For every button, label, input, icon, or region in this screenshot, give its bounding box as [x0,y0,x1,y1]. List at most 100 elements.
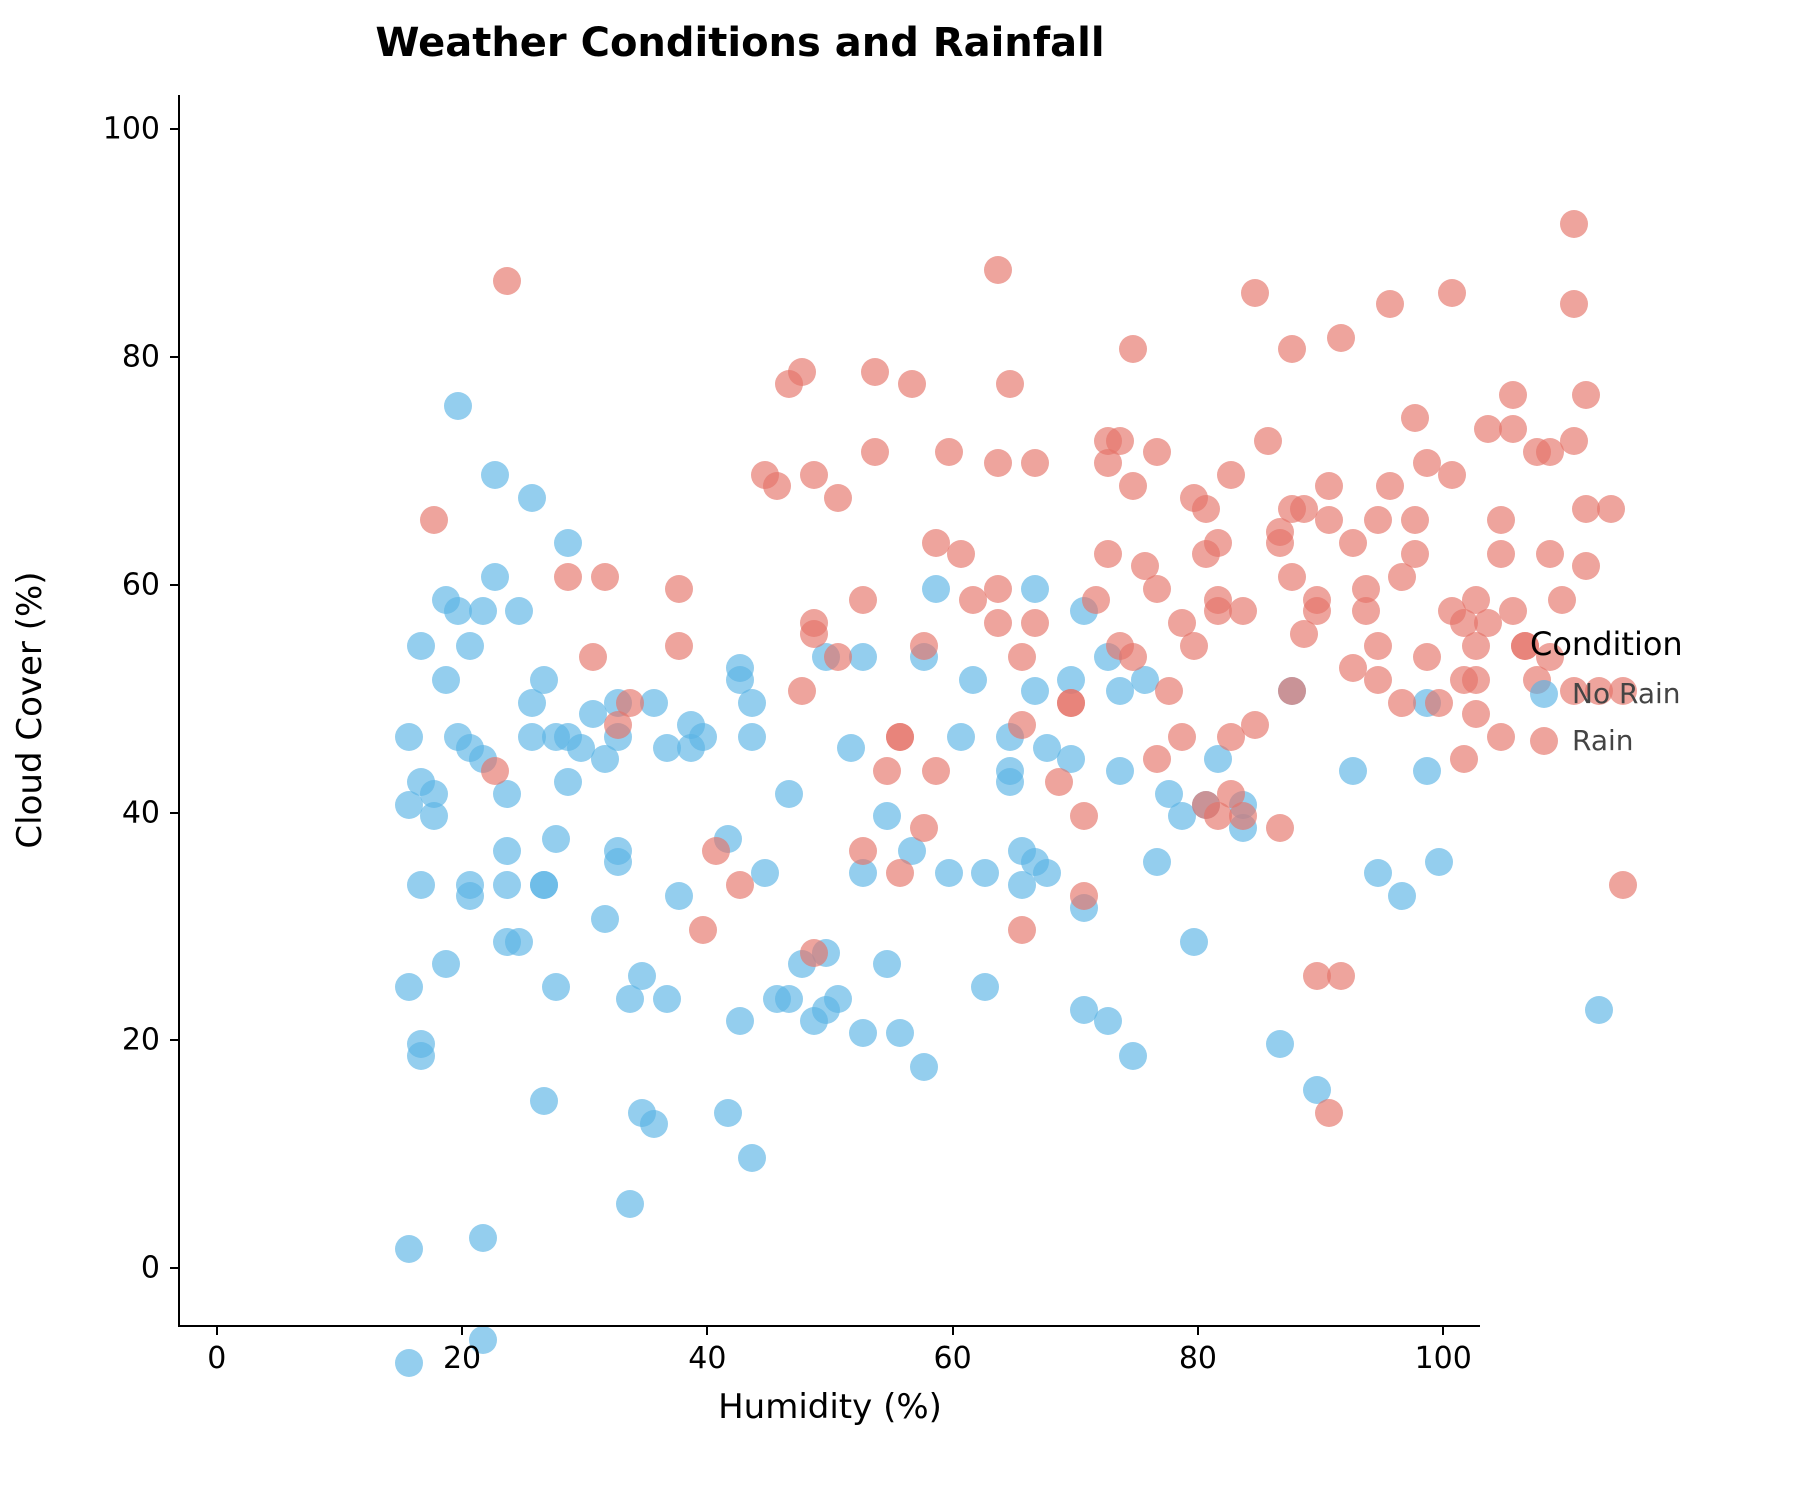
data-point [1229,802,1257,830]
data-point [1168,723,1196,751]
data-point [935,438,963,466]
data-point [469,597,497,625]
data-point [886,723,914,751]
data-point [849,643,877,671]
data-point [1548,586,1576,614]
x-tick-label: 60 [934,1341,972,1376]
x-tick-label: 0 [207,1341,226,1376]
data-point [640,1110,668,1138]
data-point [984,609,1012,637]
data-point [1204,529,1232,557]
data-point [1143,438,1171,466]
data-point [591,563,619,591]
data-point [886,1019,914,1047]
data-point [1413,643,1441,671]
x-tick-label: 100 [1415,1341,1472,1376]
data-point [628,962,656,990]
data-point [1057,689,1085,717]
plot-area [180,95,1480,1325]
data-point [971,859,999,887]
data-point [591,905,619,933]
axis-spine [178,1325,1480,1327]
y-axis-label: Cloud Cover (%) [10,571,50,848]
data-point [1241,279,1269,307]
y-tick-label: 0 [98,1251,160,1286]
legend-label: Rain [1572,724,1634,757]
data-point [1266,1030,1294,1058]
y-tick-label: 100 [98,112,160,147]
data-point [1364,666,1392,694]
data-point [1155,677,1183,705]
data-point [800,620,828,648]
data-point [849,837,877,865]
data-point [726,871,754,899]
data-point [996,370,1024,398]
chart-title: Weather Conditions and Rainfall [0,20,1480,66]
data-point [1499,415,1527,443]
data-point [1143,575,1171,603]
data-point [1536,540,1564,568]
data-point [456,871,484,899]
data-point [530,871,558,899]
data-point [1180,632,1208,660]
data-point [1315,506,1343,534]
data-point [407,1042,435,1070]
data-point [935,859,963,887]
data-point [1143,848,1171,876]
data-point [604,848,632,876]
data-point [1045,768,1073,796]
data-point [1008,643,1036,671]
data-point [420,506,448,534]
x-tick [706,1325,708,1335]
data-point [824,985,852,1013]
data-point [420,780,448,808]
data-point [481,757,509,785]
data-point [788,358,816,386]
data-point [481,461,509,489]
data-point [1499,597,1527,625]
data-point [824,643,852,671]
data-point [1487,723,1515,751]
data-point [1008,711,1036,739]
data-point [726,654,754,682]
x-tick [461,1325,463,1335]
data-point [1033,859,1061,887]
data-point [1119,472,1147,500]
axis-spine [178,95,180,1327]
data-point [1401,506,1429,534]
data-point [407,871,435,899]
data-point [1438,461,1466,489]
data-point [922,575,950,603]
data-point [947,723,975,751]
data-point [554,529,582,557]
data-point [1572,381,1600,409]
data-point [873,757,901,785]
data-point [395,973,423,1001]
data-point [653,985,681,1013]
data-point [971,973,999,1001]
legend: Condition No RainRain [1530,625,1683,757]
data-point [1278,335,1306,363]
y-tick-label: 80 [98,339,160,374]
data-point [1021,677,1049,705]
data-point [1438,279,1466,307]
data-point [738,1144,766,1172]
data-point [1401,540,1429,568]
data-point [1413,757,1441,785]
data-point [873,802,901,830]
data-point [1462,666,1490,694]
data-point [432,666,460,694]
data-point [1339,757,1367,785]
data-point [800,939,828,967]
data-point [714,1099,742,1127]
data-point [1143,745,1171,773]
data-point [689,723,717,751]
data-point [1278,563,1306,591]
data-point [1119,1042,1147,1070]
y-tick [170,356,180,358]
data-point [469,1224,497,1252]
legend-item: Rain [1530,724,1683,757]
data-point [518,484,546,512]
data-point [726,1007,754,1035]
data-point [542,825,570,853]
